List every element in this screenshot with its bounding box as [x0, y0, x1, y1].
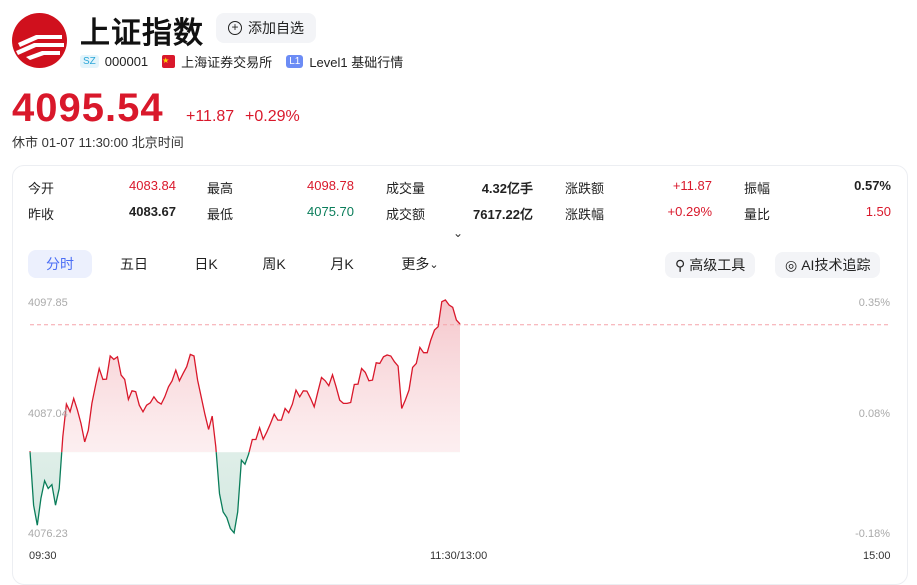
add-watchlist-label: 添加自选: [248, 20, 304, 36]
level-tag: L1: [286, 55, 304, 68]
stat-value: 4098.78: [307, 178, 354, 193]
stat-value: +0.29%: [667, 204, 712, 219]
stat-label: 昨收: [28, 207, 55, 222]
x-label-midday: 11:30/13:00: [430, 550, 488, 562]
pct-label-bottom: -0.18%: [855, 528, 890, 540]
tab-intraday[interactable]: 分时: [28, 250, 92, 278]
stat-value: 4075.70: [307, 204, 354, 219]
current-price: 4095.54: [12, 86, 164, 130]
page-title: 上证指数: [80, 17, 204, 50]
plus-circle-icon: +: [228, 21, 242, 35]
y-label-mid: 4087.04: [28, 408, 68, 420]
pct-label-top: 0.35%: [858, 297, 890, 309]
stat-label: 最高: [207, 181, 234, 196]
pct-label-mid: 0.08%: [858, 408, 890, 420]
tab-more-label: 更多: [401, 256, 430, 272]
stat-label: 成交量: [386, 181, 426, 196]
advanced-tools-label: 高级工具: [689, 257, 746, 273]
price-change-pct: +0.29%: [245, 108, 300, 125]
stat-label: 涨跌额: [565, 181, 605, 196]
ai-tracking-button[interactable]: ◎ AI技术追踪: [775, 252, 881, 278]
add-watchlist-button[interactable]: + 添加自选: [216, 13, 316, 43]
tab-daily-k[interactable]: 日K: [194, 256, 218, 272]
stat-label: 量比: [744, 207, 771, 222]
stat-label: 最低: [207, 207, 234, 222]
tab-monthly-k[interactable]: 月K: [330, 256, 354, 272]
tools-icon: ⚲: [675, 256, 686, 273]
area-fill-up: [30, 300, 460, 453]
price-change: +11.87: [186, 108, 235, 125]
stat-value: 7617.22亿: [473, 207, 533, 222]
stat-label: 今开: [28, 181, 55, 196]
x-label-open: 09:30: [29, 550, 57, 562]
advanced-tools-button[interactable]: ⚲ 高级工具: [665, 252, 756, 278]
ai-tracking-label: AI技术追踪: [801, 257, 871, 273]
stat-value: +11.87: [672, 178, 712, 193]
stat-label: 振幅: [744, 181, 771, 196]
chevron-down-icon: ⌄: [429, 258, 439, 271]
market-tag: SZ: [80, 55, 99, 68]
spiral-icon: ◎: [785, 256, 798, 273]
market-status: 休市 01-07 11:30:00 北京时间: [12, 135, 184, 150]
stat-label: 成交额: [386, 207, 426, 222]
intraday-chart[interactable]: [0, 290, 917, 550]
level-label: Level1 基础行情: [309, 55, 404, 70]
price-line-up: [29, 299, 461, 453]
tab-weekly-k[interactable]: 周K: [262, 256, 286, 272]
stat-value: 4.32亿手: [481, 181, 533, 196]
stock-code: 000001: [104, 54, 149, 69]
y-label-bottom: 4076.23: [28, 528, 68, 540]
sse-logo: [12, 13, 67, 68]
china-flag-icon: ★: [162, 55, 176, 68]
stat-value: 4083.84: [129, 178, 176, 193]
x-label-close: 15:00: [863, 550, 891, 562]
price-line-down: [29, 452, 250, 535]
stat-value: 0.57%: [854, 178, 891, 193]
stat-value: 1.50: [865, 204, 891, 219]
stat-label: 涨跌幅: [565, 207, 605, 222]
y-label-top: 4097.85: [28, 297, 68, 309]
meta-row: SZ 000001 ★ 上海证券交易所 L1 Level1 基础行情: [80, 52, 403, 71]
tab-five-day[interactable]: 五日: [120, 256, 148, 272]
stat-value: 4083.67: [129, 204, 176, 219]
expand-chevron-icon[interactable]: ⌄: [453, 226, 464, 240]
exchange-name: 上海证券交易所: [181, 55, 273, 70]
tab-more[interactable]: 更多 ⌄: [390, 250, 450, 278]
